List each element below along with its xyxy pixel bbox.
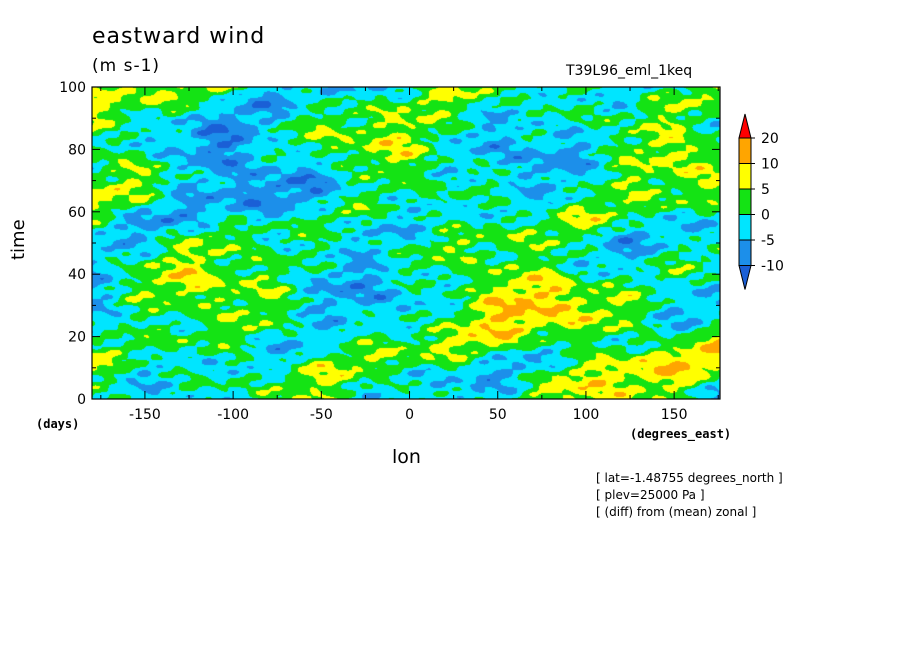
x-axis-label: lon — [392, 446, 421, 468]
x-unit-label: (degrees_east) — [630, 427, 732, 441]
note-diff: [ (diff) from (mean) zonal ] — [596, 505, 757, 519]
colorbar-label: 10 — [761, 157, 779, 173]
colorbar-box — [738, 214, 752, 241]
y-unit-label: (days) — [36, 417, 80, 431]
x-tick-label: 0 — [405, 407, 414, 423]
colorbar-extend-bottom — [738, 265, 752, 290]
note-lat: [ lat=-1.48755 degrees_north ] — [596, 471, 783, 485]
y-tick-label: 100 — [59, 80, 86, 96]
colorbar-label: 5 — [761, 182, 770, 198]
x-tick-label: 50 — [489, 407, 507, 423]
heatmap-field — [92, 87, 720, 399]
x-tick-label: -150 — [129, 407, 161, 423]
colorbar-box — [738, 188, 752, 215]
note-plev: [ plev=25000 Pa ] — [596, 488, 705, 502]
x-tick-label: 150 — [661, 407, 688, 423]
chart-units: (m s-1) — [92, 56, 161, 76]
x-tick-label: -50 — [310, 407, 333, 423]
y-tick-label: 60 — [68, 205, 86, 221]
run-label: T39L96_eml_1keq — [566, 63, 693, 79]
colorbar-label: -5 — [761, 233, 775, 249]
colorbar-label: -10 — [761, 259, 784, 275]
y-tick-label: 80 — [68, 142, 86, 158]
colorbar-box — [738, 163, 752, 190]
chart-title: eastward wind — [92, 24, 266, 49]
colorbar-label: 0 — [761, 208, 770, 224]
y-tick-label: 20 — [68, 330, 86, 346]
colorbar-extend-top — [738, 113, 752, 139]
colorbar-box — [738, 239, 752, 266]
colorbar-label: 20 — [761, 131, 779, 147]
colorbar-box — [738, 137, 752, 164]
x-tick-label: 100 — [573, 407, 600, 423]
y-tick-label: 0 — [77, 392, 86, 408]
y-tick-label: 40 — [68, 267, 86, 283]
x-tick-label: -100 — [217, 407, 249, 423]
